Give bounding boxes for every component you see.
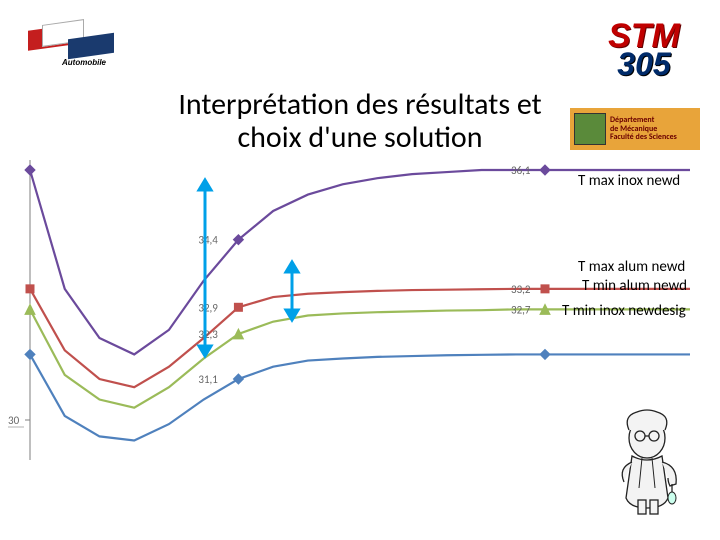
plaque-icon (574, 113, 606, 145)
logo-stm: STM 305 (588, 22, 700, 92)
dept-plaque: Département de Mécanique Faculté des Sci… (570, 108, 700, 150)
endlabel-tmax_alum: 33,2 (511, 283, 531, 296)
logo-stm-bottom: 305 (588, 51, 700, 78)
label-tmax-inox: T max inox newd (578, 172, 680, 190)
label-tmax-alum: T max alum newd (578, 258, 685, 276)
ytick-label-30: 30 (8, 414, 20, 427)
endlabel-tmax_inox: 36,1 (511, 164, 531, 177)
scientist-doodle (602, 408, 692, 518)
label-tmin-inox: T min inox newdesig (562, 302, 686, 320)
slide-title: Interprétation des résultats et choix d'… (150, 88, 570, 154)
endlabel-tmin_alum: 32,7 (511, 303, 531, 316)
midlabel-tmin_inox: 31,1 (198, 373, 218, 386)
plaque-line3: Faculté des Sciences (610, 132, 677, 142)
midlabel-tmax_inox: 34,4 (198, 234, 218, 247)
logo-gt: Automobile (24, 22, 126, 74)
curve-tmin_inox (30, 354, 690, 440)
label-tmin-alum: T min alum newd (582, 277, 687, 295)
midlabel-tmin_alum: 32,3 (198, 328, 218, 341)
midlabel-tmax_alum: 32,9 (198, 301, 218, 314)
logo-gt-caption: Automobile (62, 58, 106, 67)
